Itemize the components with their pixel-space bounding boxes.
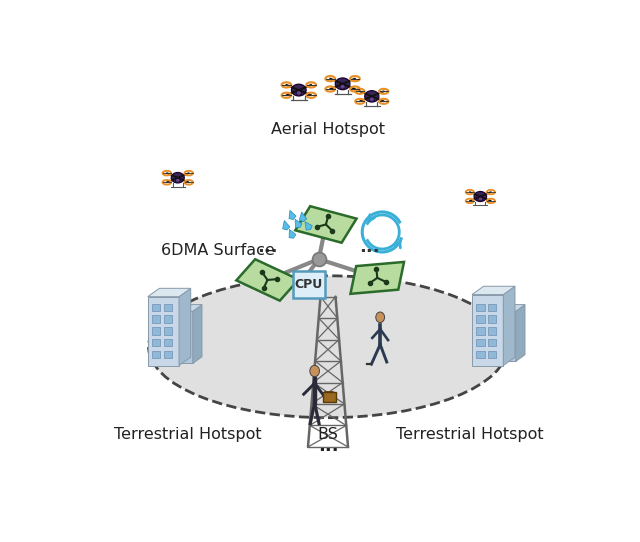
FancyBboxPatch shape [292, 271, 325, 298]
Polygon shape [503, 286, 515, 365]
Ellipse shape [474, 191, 486, 202]
Ellipse shape [369, 97, 374, 101]
Ellipse shape [340, 85, 345, 89]
Polygon shape [300, 212, 307, 222]
Ellipse shape [148, 276, 508, 418]
Polygon shape [168, 305, 202, 311]
Bar [164, 315, 172, 323]
Text: Aerial Hotspot: Aerial Hotspot [271, 122, 385, 137]
Polygon shape [351, 262, 404, 294]
Bar [488, 351, 496, 358]
Polygon shape [289, 229, 296, 238]
Text: Terrestrial Hotspot: Terrestrial Hotspot [396, 427, 544, 442]
Bar [488, 327, 496, 334]
Ellipse shape [296, 91, 301, 95]
Polygon shape [493, 305, 525, 311]
Text: ...: ... [360, 237, 380, 256]
Polygon shape [516, 305, 525, 362]
Bar [476, 339, 484, 346]
Polygon shape [168, 311, 193, 364]
Bar [164, 351, 172, 358]
Text: ...: ... [317, 437, 339, 455]
Bar [476, 315, 484, 323]
Polygon shape [236, 259, 299, 301]
Ellipse shape [365, 91, 379, 102]
Text: Terrestrial Hotspot: Terrestrial Hotspot [115, 427, 262, 442]
Polygon shape [295, 219, 302, 228]
Ellipse shape [335, 78, 350, 89]
Polygon shape [493, 311, 516, 362]
Ellipse shape [310, 365, 319, 377]
Bar [152, 327, 160, 334]
Polygon shape [472, 286, 515, 295]
Polygon shape [148, 296, 179, 365]
Bar [152, 315, 160, 323]
Bar [476, 327, 484, 334]
Polygon shape [305, 222, 312, 230]
Bar [152, 339, 160, 346]
Text: BS: BS [317, 427, 339, 442]
Bar [488, 315, 496, 323]
Polygon shape [289, 210, 296, 220]
Polygon shape [148, 288, 191, 296]
Bar [152, 304, 160, 311]
Polygon shape [472, 295, 503, 365]
Ellipse shape [172, 172, 184, 183]
Bar [152, 351, 160, 358]
Bar [323, 392, 335, 402]
Ellipse shape [478, 197, 483, 201]
Ellipse shape [376, 312, 385, 322]
Bar [476, 351, 484, 358]
Bar [476, 304, 484, 311]
Bar [164, 327, 172, 334]
Text: ...: ... [257, 237, 278, 256]
Polygon shape [193, 305, 202, 364]
Polygon shape [179, 288, 191, 365]
Ellipse shape [291, 84, 306, 96]
Ellipse shape [175, 178, 180, 182]
Bar [164, 339, 172, 346]
Text: 6DMA Surface: 6DMA Surface [161, 243, 275, 258]
Bar [164, 304, 172, 311]
Bar [488, 304, 496, 311]
Polygon shape [283, 221, 290, 230]
Polygon shape [295, 206, 356, 243]
Bar [488, 339, 496, 346]
Text: CPU: CPU [294, 278, 323, 291]
